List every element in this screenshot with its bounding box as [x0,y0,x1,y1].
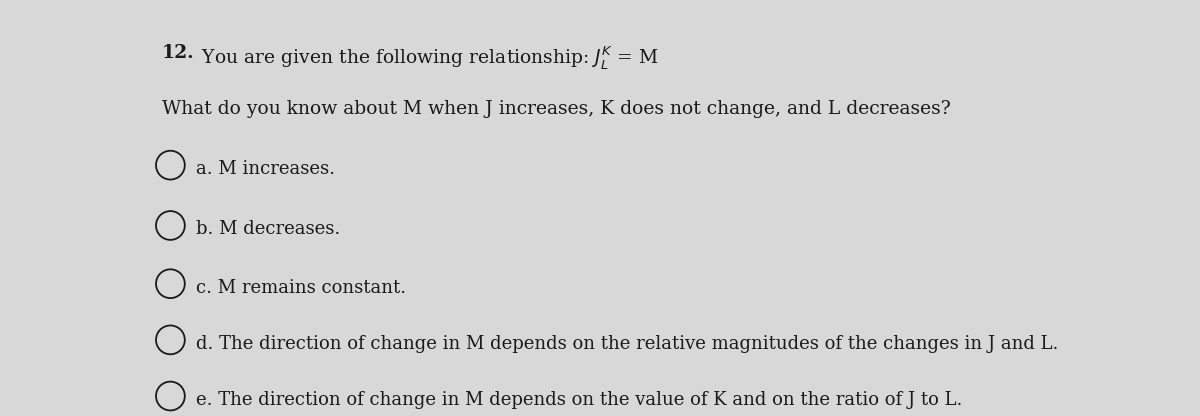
Text: b. M decreases.: b. M decreases. [196,220,340,238]
Text: d. The direction of change in M depends on the relative magnitudes of the change: d. The direction of change in M depends … [196,335,1058,353]
Text: You are given the following relationship: $J^{K}_{L}$ = M: You are given the following relationship… [196,44,659,71]
Text: e. The direction of change in M depends on the value of K and on the ratio of J : e. The direction of change in M depends … [196,391,962,409]
Text: What do you know about M when J increases, K does not change, and L decreases?: What do you know about M when J increase… [162,100,950,118]
Text: c. M remains constant.: c. M remains constant. [196,279,406,297]
Text: 12.: 12. [162,44,194,62]
Text: a. M increases.: a. M increases. [196,160,335,178]
